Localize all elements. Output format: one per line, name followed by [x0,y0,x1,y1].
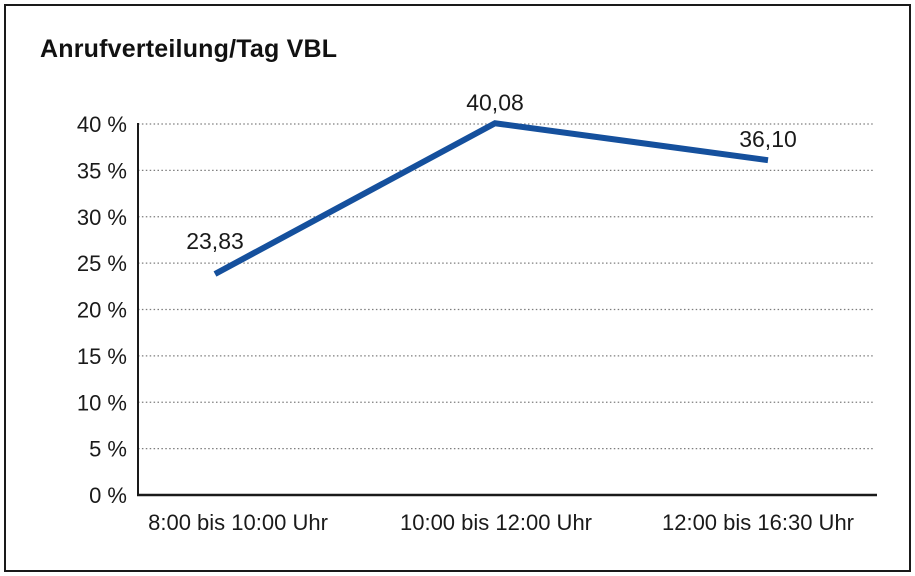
data-point-label: 36,10 [739,126,797,152]
x-category-label: 10:00 bis 12:00 Uhr [400,510,592,535]
x-category-label: 12:00 bis 16:30 Uhr [662,510,854,535]
y-tick-label: 40 % [77,112,127,137]
chart-title: Anrufverteilung/Tag VBL [40,35,338,63]
y-tick-label: 0 % [89,483,127,508]
y-tick-label: 25 % [77,251,127,276]
x-category-label: 8:00 bis 10:00 Uhr [148,510,328,535]
series-line [213,120,769,277]
y-tick-label: 20 % [77,298,127,323]
y-tick-label: 30 % [77,205,127,230]
y-tick-label: 15 % [77,344,127,369]
y-tick-label: 10 % [77,390,127,415]
y-tick-label: 5 % [89,437,127,462]
data-point-label: 23,83 [186,228,244,254]
y-tick-label: 35 % [77,158,127,183]
data-point-label: 40,08 [466,89,524,115]
